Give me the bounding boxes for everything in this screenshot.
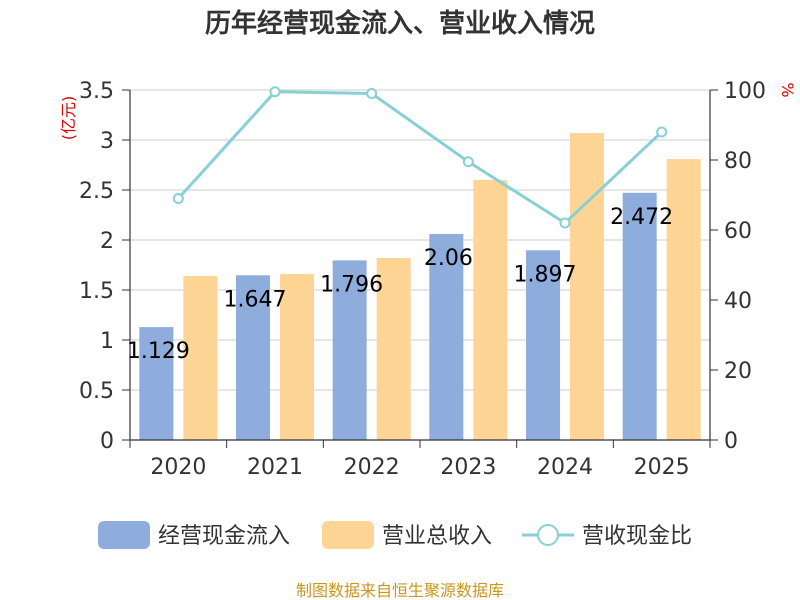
y-right-tick-label: 80 bbox=[724, 149, 752, 174]
ratio-point bbox=[172, 193, 184, 204]
ratio-point bbox=[462, 156, 474, 168]
bar-revenue bbox=[376, 258, 411, 440]
x-tick-label: 2023 bbox=[440, 455, 496, 480]
legend-label-revenue: 营业总收入 bbox=[382, 524, 492, 549]
bar-revenue bbox=[666, 159, 701, 440]
x-tick-label: 2020 bbox=[150, 455, 206, 480]
bar-cash-inflow bbox=[622, 192, 657, 440]
x-tick-label: 2025 bbox=[634, 455, 690, 480]
x-tick-label: 2022 bbox=[344, 455, 400, 480]
y-right-tick-label: 40 bbox=[724, 289, 752, 314]
bar-value-label: 2.06 bbox=[424, 246, 473, 271]
bar-cash-inflow bbox=[429, 234, 464, 440]
bar-cash-inflow bbox=[332, 260, 367, 440]
bar-cash-inflow bbox=[139, 327, 174, 440]
y-right-unit: % bbox=[778, 82, 797, 97]
source-note: 制图数据来自恒生聚源数据库 bbox=[296, 581, 504, 600]
y-left-tick-label: 2 bbox=[100, 229, 114, 254]
ratio-point bbox=[269, 86, 281, 98]
y-left-tick-label: 0.5 bbox=[79, 379, 114, 404]
legend-swatch-revenue bbox=[322, 521, 374, 549]
y-right-tick-label: 100 bbox=[724, 79, 766, 104]
y-left-tick-label: 3 bbox=[100, 129, 114, 154]
ratio-line bbox=[172, 86, 668, 229]
bar-value-label: 1.129 bbox=[127, 339, 190, 364]
bar-value-label: 2.472 bbox=[610, 205, 673, 230]
bar-cash-inflow bbox=[526, 250, 560, 440]
ratio-point bbox=[366, 88, 378, 99]
bar-revenue bbox=[570, 133, 604, 440]
ratio-point bbox=[559, 217, 571, 229]
y-right-tick-label: 0 bbox=[724, 429, 738, 454]
legend: 经营现金流入 营业总收入 营收现金比 bbox=[98, 521, 692, 549]
y-left-tick-label: 1 bbox=[100, 329, 114, 354]
legend-swatch-ratio-marker bbox=[537, 524, 559, 546]
legend-label-ratio: 营收现金比 bbox=[582, 524, 692, 549]
y-right-tick-label: 20 bbox=[724, 359, 752, 384]
bar-value-label: 1.647 bbox=[224, 287, 287, 312]
bar-value-label: 1.897 bbox=[514, 262, 577, 287]
legend-swatch-cash-inflow bbox=[98, 521, 150, 549]
bar-value-label: 1.796 bbox=[320, 272, 383, 297]
bars bbox=[139, 133, 701, 440]
bar-revenue bbox=[280, 274, 314, 440]
y-left-tick-label: 2.5 bbox=[79, 179, 114, 204]
ratio-point bbox=[656, 126, 668, 138]
y-right-tick-label: 60 bbox=[724, 219, 752, 244]
data-labels: 1.129 1.647 1.796 2.06 1.897 2.472 bbox=[127, 205, 673, 364]
y-left-tick-label: 0 bbox=[100, 429, 114, 454]
y-left-unit: (亿元) bbox=[59, 96, 78, 141]
x-tick-label: 2024 bbox=[537, 455, 593, 480]
axes: 0 0.5 1 1.5 2 2.5 3 3.5 0 20 40 60 80 100 2020 2021 2022… bbox=[79, 79, 766, 480]
bar-cash-inflow bbox=[236, 275, 270, 440]
bar-revenue bbox=[183, 276, 218, 440]
y-left-tick-label: 1.5 bbox=[79, 279, 114, 304]
y-left-tick-label: 3.5 bbox=[79, 79, 114, 104]
legend-label-cash-inflow: 经营现金流入 bbox=[158, 524, 290, 549]
x-tick-label: 2021 bbox=[247, 455, 303, 480]
chart-title: 历年经营现金流入、营业收入情况 bbox=[205, 8, 595, 39]
bar-revenue bbox=[473, 180, 508, 440]
ratio-line-path bbox=[177, 90, 663, 225]
gridlines bbox=[130, 89, 710, 391]
